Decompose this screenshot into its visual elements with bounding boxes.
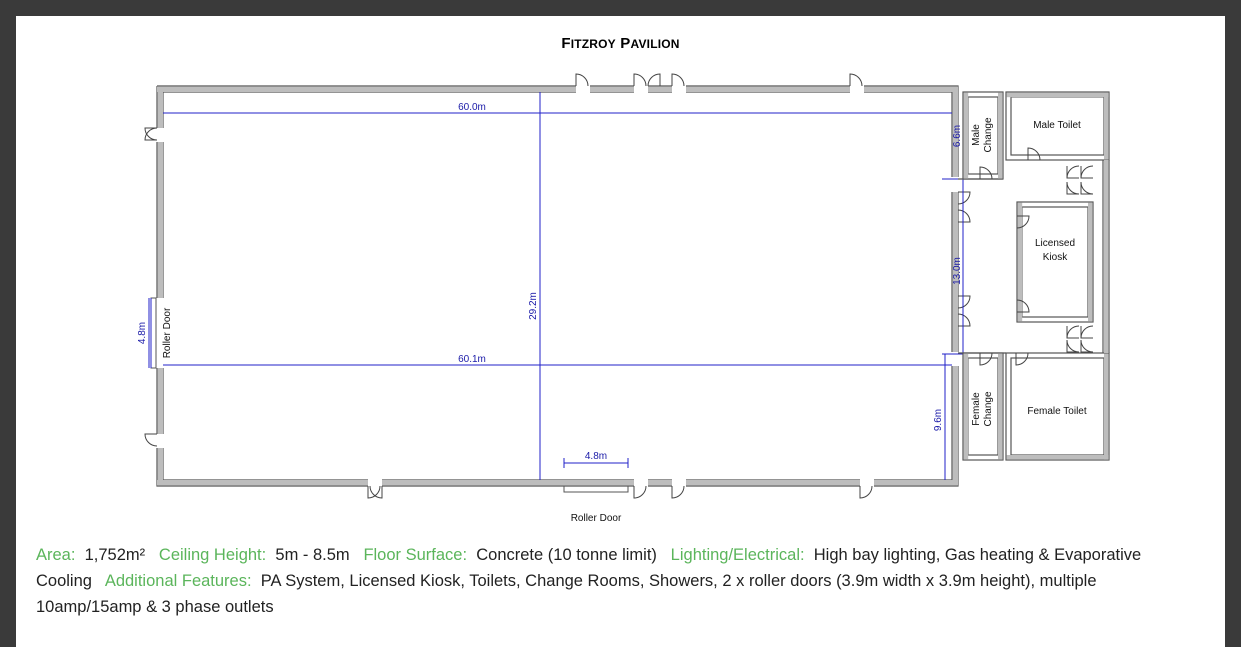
dim-top-width: 60.0m: [458, 102, 486, 113]
male-change-label-line1: Male: [971, 124, 982, 146]
west-roller-door-label: Roller Door: [162, 307, 173, 358]
south-roller-door-label: Roller Door: [571, 513, 622, 524]
floor-plan-drawing: 60.0m 60.1m 29.2m 4.8m 4.8m 6.6m 13.0m 9…: [137, 73, 1110, 524]
venue-features: Area: 1,752m² Ceiling Height: 5m - 8.5m …: [36, 542, 1206, 620]
dim-depth: 29.2m: [528, 292, 539, 320]
feature-key: Lighting/Electrical:: [670, 546, 805, 564]
female-toilet-label: Female Toilet: [1027, 406, 1087, 417]
feature-key: Additional Features:: [104, 572, 252, 590]
dim-male-change-depth: 6.6m: [952, 125, 963, 147]
dim-mid-width: 60.1m: [458, 354, 486, 365]
feature-key: Area:: [36, 546, 76, 564]
door-swings: [144, 73, 971, 499]
dim-female-change-depth: 9.6m: [933, 409, 944, 431]
dimension-lines: [148, 92, 964, 480]
feature-value: 1,752m²: [84, 546, 146, 564]
kiosk-label-line1: Licensed: [1035, 238, 1075, 249]
amenity-door-swings: [979, 147, 1094, 366]
female-change-label-line1: Female: [971, 392, 982, 426]
feature-value: 5m - 8.5m: [275, 546, 350, 564]
feature-value: Concrete (10 tonne limit): [476, 546, 657, 564]
west-roller-door: [150, 297, 157, 369]
dim-bottom-door: 4.8m: [585, 451, 607, 462]
feature-value: High bay lighting, Gas heating & Evapora…: [36, 546, 1142, 590]
hall-walls: [156, 85, 959, 487]
dim-side-door: 4.8m: [137, 322, 148, 344]
male-toilet-label: Male Toilet: [1033, 120, 1081, 131]
male-change-label-line2: Change: [983, 117, 994, 152]
feature-value: PA System, Licensed Kiosk, Toilets, Chan…: [36, 572, 1097, 616]
feature-key: Ceiling Height:: [158, 546, 267, 564]
dim-kiosk-depth: 13.0m: [952, 257, 963, 285]
south-roller-door: [563, 485, 629, 493]
page-title: FITZROY PAVILION: [561, 35, 680, 52]
kiosk-label-line2: Kiosk: [1043, 252, 1068, 263]
floor-plan-panel: FITZROY PAVILION: [16, 16, 1225, 647]
female-change-label-line2: Change: [983, 391, 994, 426]
feature-key: Floor Surface:: [363, 546, 468, 564]
